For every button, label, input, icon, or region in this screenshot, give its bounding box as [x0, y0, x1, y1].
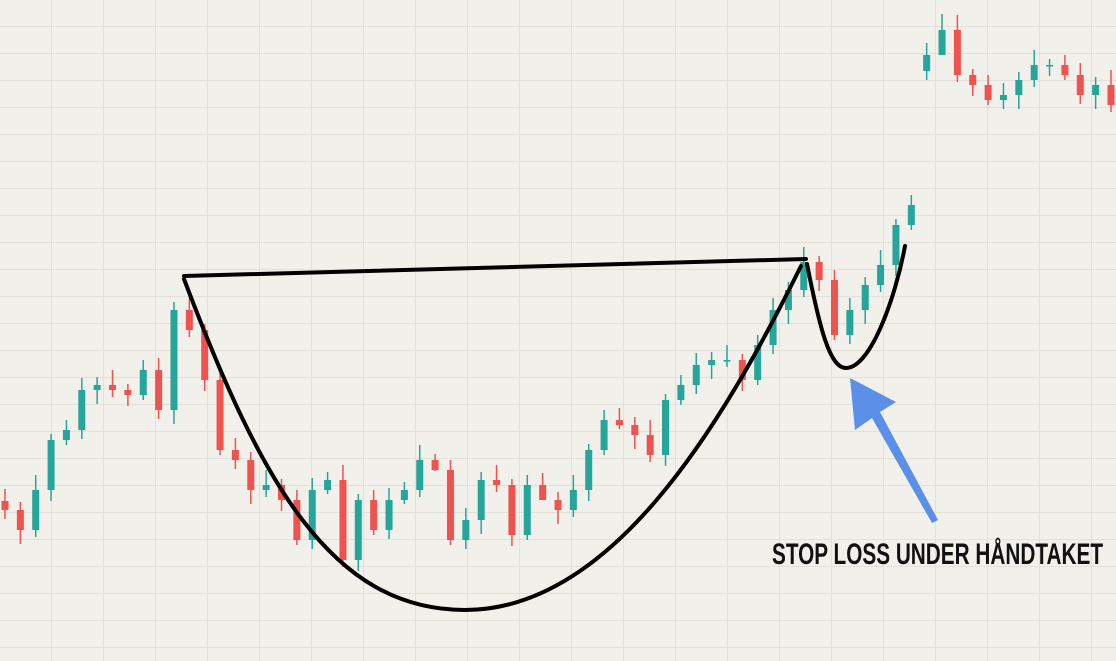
- candle-body: [892, 225, 900, 265]
- candle-body: [1030, 65, 1038, 80]
- candle-body: [754, 345, 762, 380]
- candle-body: [139, 370, 147, 395]
- candle-body: [923, 55, 931, 71]
- candle-body: [969, 75, 977, 85]
- candle-body: [1092, 85, 1100, 95]
- candle-body: [155, 370, 163, 410]
- candle-body: [846, 310, 854, 335]
- arrow: [850, 378, 938, 523]
- candle-body: [539, 485, 547, 500]
- candle-body: [600, 420, 608, 450]
- candle-body: [953, 30, 961, 75]
- candle-body: [216, 380, 224, 450]
- candle-body: [1015, 80, 1023, 95]
- handle-curve: [805, 244, 907, 371]
- candle-body: [324, 480, 332, 490]
- candle-body: [47, 440, 55, 490]
- candle-body: [416, 460, 424, 490]
- candle-body: [662, 400, 670, 455]
- candle-body: [984, 85, 992, 100]
- candle-body: [815, 262, 823, 280]
- candle-body: [569, 490, 577, 510]
- candle-body: [1061, 65, 1069, 75]
- candle-body: [262, 485, 270, 490]
- candle-body: [78, 390, 86, 430]
- candle-body: [339, 480, 347, 560]
- candle-body: [1076, 75, 1084, 95]
- candle-body: [877, 265, 885, 285]
- candle-body: [293, 500, 301, 540]
- candle-body: [861, 285, 869, 310]
- candle-body: [124, 390, 132, 395]
- candle-body: [431, 460, 439, 470]
- candle-body: [677, 385, 685, 400]
- candle-body: [170, 310, 178, 410]
- candle-body: [615, 420, 623, 425]
- candle-body: [738, 360, 746, 380]
- candle-body: [62, 430, 70, 440]
- candle-body: [508, 485, 516, 535]
- candle-body: [831, 280, 838, 335]
- rim-line: [182, 257, 808, 278]
- candle-body: [631, 425, 639, 435]
- candle-body: [231, 450, 239, 460]
- candle-body: [1, 501, 9, 510]
- candle-body: [1046, 65, 1054, 67]
- candle-body: [723, 360, 731, 362]
- candle-body: [692, 365, 700, 385]
- candle-body: [800, 262, 808, 290]
- candle-body: [938, 30, 946, 55]
- annotation: STOP LOSS UNDER HÅNDTAKET: [772, 538, 1103, 571]
- candle-body: [1107, 85, 1115, 105]
- candle-body: [308, 490, 316, 540]
- candles: [1, 14, 1115, 571]
- candle-body: [554, 500, 562, 510]
- candle-body: [646, 435, 654, 455]
- candle-body: [477, 480, 485, 520]
- candle-body: [16, 510, 24, 530]
- candle-body: [32, 490, 40, 530]
- candle-body: [109, 385, 117, 390]
- candle-body: [201, 330, 209, 380]
- candle-body: [185, 310, 193, 330]
- candle-body: [523, 485, 531, 535]
- candle-body: [708, 360, 716, 365]
- candle-body: [784, 290, 792, 310]
- candle-body: [400, 490, 408, 500]
- pattern-overlay: [182, 244, 907, 613]
- candle-body: [999, 95, 1007, 100]
- candle-body: [493, 480, 501, 485]
- candle-body: [247, 460, 255, 490]
- candle-body: [462, 520, 470, 540]
- candle-body: [769, 310, 777, 345]
- candle-body: [907, 205, 915, 225]
- candle-body: [370, 500, 378, 530]
- candle-body: [585, 450, 593, 490]
- candle-body: [385, 500, 393, 530]
- candle-body: [446, 470, 454, 540]
- cup-curve: [182, 264, 803, 613]
- candle-body: [93, 385, 101, 390]
- candle-body: [354, 500, 362, 560]
